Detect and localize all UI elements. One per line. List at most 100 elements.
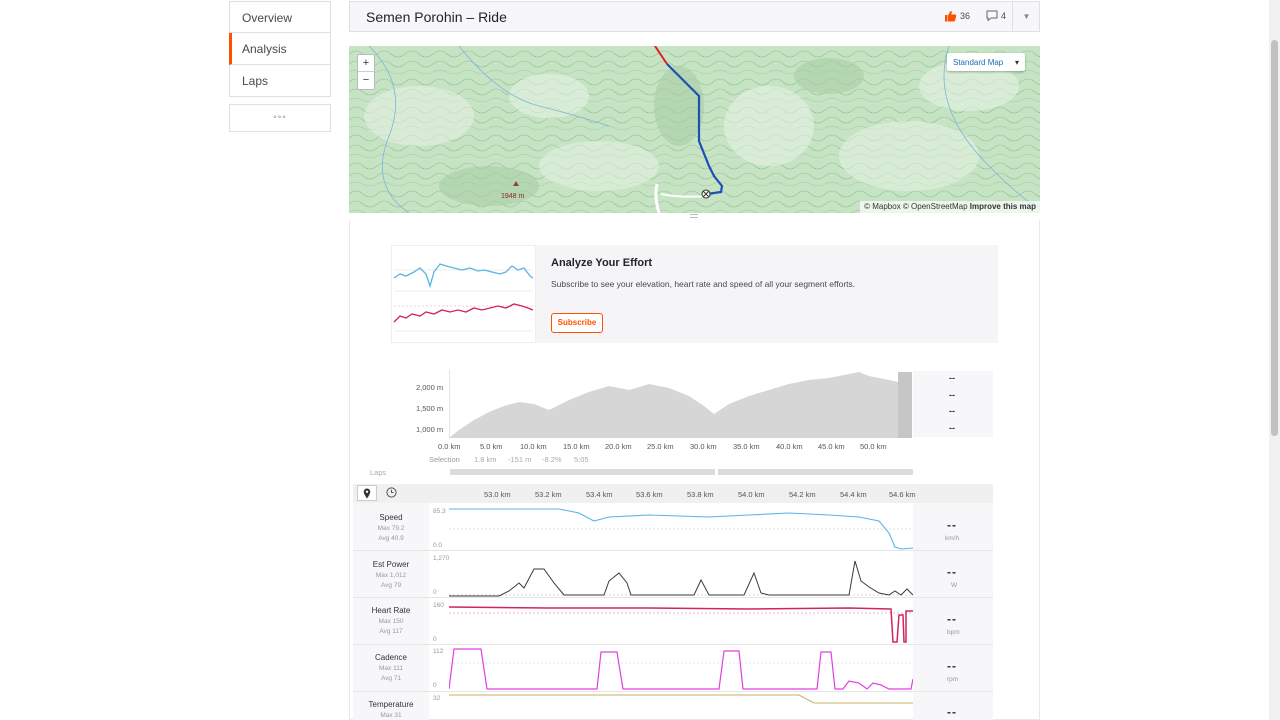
elev-x-tick: 20.0 km bbox=[605, 442, 632, 451]
selection-label: Selection bbox=[429, 455, 460, 464]
row-divider bbox=[353, 644, 993, 645]
cadence-unit: rpm bbox=[947, 676, 959, 683]
time-mode-button[interactable] bbox=[380, 485, 402, 501]
cadence-max: Max 111 bbox=[379, 665, 403, 672]
speed-label: Speed bbox=[379, 513, 403, 522]
laps-label: Laps bbox=[370, 468, 387, 477]
power-max: Max 1,012 bbox=[375, 572, 407, 579]
power-label: Est Power bbox=[372, 560, 410, 569]
map-canvas: 1948 m bbox=[349, 46, 1040, 213]
power-line bbox=[449, 560, 913, 597]
elev-x-tick: 15.0 km bbox=[563, 442, 590, 451]
heart-rate-line bbox=[449, 606, 913, 643]
comment-count: 4 bbox=[1001, 10, 1007, 21]
sidebar-item-analysis[interactable]: Analysis bbox=[229, 33, 331, 65]
lap-bar[interactable] bbox=[450, 469, 715, 475]
cadence-ymax: 112 bbox=[433, 648, 444, 655]
stat-value: -- bbox=[949, 390, 955, 400]
selection-time: 5:05 bbox=[574, 455, 589, 464]
cadence-avg: Avg 71 bbox=[380, 675, 402, 682]
actions-dropdown[interactable]: ▼ bbox=[1012, 2, 1040, 31]
cadence-value: -- bbox=[947, 659, 957, 673]
temperature-ymax: 32 bbox=[433, 695, 441, 702]
stream-x-tick: 53.6 km bbox=[636, 490, 663, 499]
streams-axis-bar bbox=[353, 484, 993, 503]
zoom-in-button[interactable]: + bbox=[358, 55, 374, 72]
more-options-button[interactable]: ◦◦◦ bbox=[229, 104, 331, 132]
elev-x-tick: 0.0 km bbox=[438, 442, 461, 451]
elev-x-tick: 50.0 km bbox=[860, 442, 887, 451]
cadence-label: Cadence bbox=[374, 653, 408, 662]
improve-map-link[interactable]: Improve this map bbox=[969, 202, 1036, 211]
stream-x-tick: 54.2 km bbox=[789, 490, 816, 499]
temperature-line bbox=[449, 694, 913, 704]
stream-x-tick: 54.4 km bbox=[840, 490, 867, 499]
speed-max: Max 79.2 bbox=[377, 525, 405, 532]
peak-label: 1948 m bbox=[501, 193, 525, 200]
activity-title: Semen Porohin – Ride bbox=[366, 9, 507, 25]
route-map[interactable]: 1948 m + − Standard Map ▾ © Mapbox © Ope… bbox=[349, 46, 1040, 213]
kudos-count: 36 bbox=[960, 11, 971, 21]
heart-rate-value: -- bbox=[947, 612, 957, 626]
upsell-card: Analyze Your Effort Subscribe to see you… bbox=[391, 245, 998, 343]
speed-unit: km/h bbox=[945, 535, 960, 542]
power-unit: W bbox=[951, 582, 958, 589]
zoom-controls: + − bbox=[357, 54, 375, 90]
map-style-select[interactable]: Standard Map ▾ bbox=[947, 53, 1025, 71]
heart-rate-label: Heart Rate bbox=[371, 606, 411, 615]
stream-x-tick: 54.6 km bbox=[889, 490, 916, 499]
row-divider bbox=[353, 691, 993, 692]
map-attribution: © Mapbox © OpenStreetMap Improve this ma… bbox=[860, 201, 1040, 213]
elev-y-tick: 2,000 m bbox=[416, 383, 444, 392]
stream-values-column bbox=[913, 503, 993, 720]
sidebar-item-overview[interactable]: Overview bbox=[229, 1, 331, 33]
elev-y-tick: 1,500 m bbox=[416, 404, 444, 413]
lap-bar[interactable] bbox=[718, 469, 913, 475]
page-scrollbar[interactable] bbox=[1269, 0, 1280, 720]
elev-x-tick: 5.0 km bbox=[480, 442, 503, 451]
selection-window[interactable] bbox=[898, 372, 912, 438]
distance-mode-button[interactable] bbox=[357, 485, 377, 501]
clock-icon bbox=[385, 487, 397, 498]
map-resize-handle[interactable] bbox=[690, 214, 698, 218]
heart-rate-ymin: 0 bbox=[433, 636, 437, 643]
comments-button[interactable]: 4 bbox=[986, 10, 1006, 21]
streams-svg[interactable] bbox=[449, 503, 913, 720]
stream-x-tick: 53.0 km bbox=[484, 490, 511, 499]
chevron-down-icon: ▼ bbox=[1022, 12, 1031, 21]
elev-x-tick: 30.0 km bbox=[690, 442, 717, 451]
preview-chart-image bbox=[391, 245, 536, 343]
stat-value: -- bbox=[949, 373, 955, 383]
zoom-out-button[interactable]: − bbox=[362, 74, 370, 86]
elev-x-tick: 10.0 km bbox=[520, 442, 547, 451]
attribution-text: © Mapbox © OpenStreetMap bbox=[864, 202, 970, 211]
comment-icon bbox=[986, 10, 998, 21]
row-divider bbox=[353, 597, 993, 598]
heart-rate-max: Max 150 bbox=[378, 618, 404, 625]
selection-elevation: -151 m bbox=[508, 455, 532, 464]
selection-stats bbox=[913, 371, 993, 437]
scrollbar-thumb[interactable] bbox=[1271, 40, 1278, 436]
power-ymin: 0 bbox=[433, 589, 437, 596]
kudos-button[interactable]: 36 bbox=[944, 10, 970, 22]
elev-x-tick: 35.0 km bbox=[733, 442, 760, 451]
speed-value: -- bbox=[947, 518, 957, 532]
stream-x-tick: 53.4 km bbox=[586, 490, 613, 499]
power-value: -- bbox=[947, 565, 957, 579]
subscribe-button[interactable]: Subscribe bbox=[551, 313, 603, 333]
heart-rate-avg: Avg 117 bbox=[379, 628, 403, 635]
speed-ymin: 0.0 bbox=[433, 542, 443, 549]
row-divider bbox=[353, 550, 993, 551]
speed-ymax: 85.3 bbox=[433, 508, 446, 515]
elev-x-tick: 40.0 km bbox=[776, 442, 803, 451]
stream-x-tick: 53.8 km bbox=[687, 490, 714, 499]
speed-avg: Avg 40.9 bbox=[378, 535, 404, 542]
elevation-chart[interactable] bbox=[448, 370, 913, 440]
stat-value: -- bbox=[949, 423, 955, 433]
speed-line bbox=[449, 508, 913, 550]
sidebar-item-laps[interactable]: Laps bbox=[229, 65, 331, 97]
stream-x-tick: 54.0 km bbox=[738, 490, 765, 499]
stream-x-tick: 53.2 km bbox=[535, 490, 562, 499]
elev-y-tick: 1,000 m bbox=[416, 425, 444, 434]
upsell-description: Subscribe to see your elevation, heart r… bbox=[551, 279, 856, 289]
